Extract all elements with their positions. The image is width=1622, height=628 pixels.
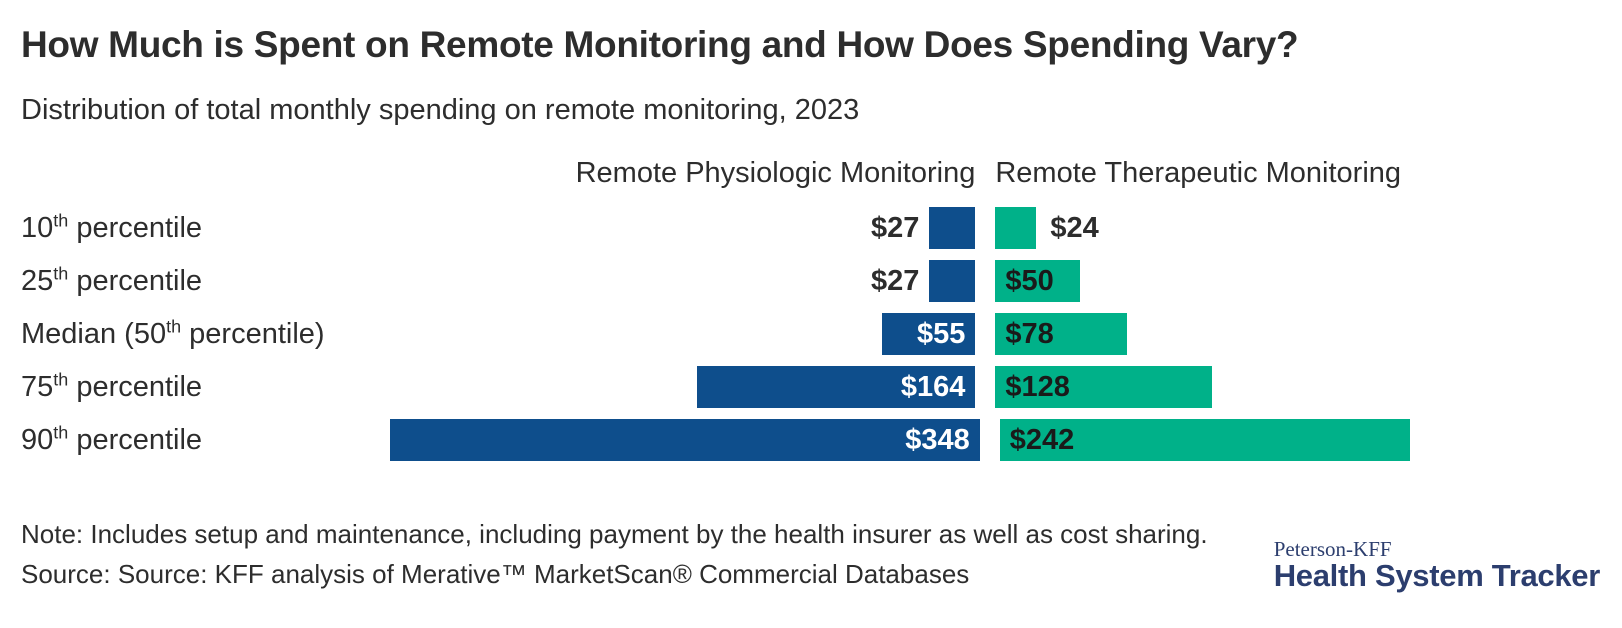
rtm-bar-zone: $50 — [995, 260, 1600, 302]
chart-row: 75th percentile $164 $128 — [21, 366, 1600, 408]
rpm-bar-zone: $27 — [392, 207, 976, 249]
rtm-bar-zone: $242 — [999, 419, 1600, 461]
rtm-bar: $50 — [995, 260, 1081, 302]
chart-row: 10th percentile $27 $24 — [21, 207, 1600, 249]
chart-row: 90th percentile $348 $242 — [21, 419, 1600, 461]
diverging-bar-chart: Remote Physiologic Monitoring Remote The… — [21, 156, 1600, 461]
row-label: 90th percentile — [21, 421, 203, 456]
chart-row: Median (50th percentile) $55 $78 — [21, 313, 1600, 355]
chart-rows: 10th percentile $27 $24 25th percentile $27 $… — [21, 207, 1600, 461]
rtm-value-label: $24 — [1050, 211, 1099, 244]
rpm-bar-zone: $164 — [392, 366, 976, 408]
series-header-row: Remote Physiologic Monitoring Remote The… — [21, 156, 1600, 191]
chart-row: 25th percentile $27 $50 — [21, 260, 1600, 302]
rtm-bar: $242 — [999, 419, 1410, 461]
rtm-bar-zone: $78 — [995, 313, 1600, 355]
label-column-spacer — [21, 156, 392, 191]
rpm-bar: $55 — [882, 313, 976, 355]
rtm-bar-zone: $24 — [995, 207, 1600, 249]
logo-health-system-tracker-text: Health System Tracker — [1273, 558, 1601, 593]
row-label: 10th percentile — [21, 209, 203, 244]
chart-source: Source: Source: KFF analysis of Merative… — [21, 559, 970, 589]
rtm-bar-zone: $128 — [995, 366, 1600, 408]
chart-note: Note: Includes setup and maintenance, in… — [21, 519, 1208, 549]
logo-peterson-kff-text: Peterson-KFF — [1273, 537, 1392, 561]
row-label: Median (50th percentile) — [21, 315, 325, 350]
rtm-bar — [995, 207, 1037, 249]
page-title: How Much is Spent on Remote Monitoring a… — [21, 24, 1299, 65]
rtm-column-header: Remote Therapeutic Monitoring — [995, 157, 1402, 189]
rpm-column-header: Remote Physiologic Monitoring — [575, 157, 976, 189]
rpm-bar — [929, 260, 976, 302]
peterson-kff-logo: Peterson-KFF Health System Tracker — [1273, 537, 1601, 594]
row-label: 25th percentile — [21, 262, 203, 297]
rpm-bar — [929, 207, 976, 249]
rpm-bar: $164 — [697, 366, 976, 408]
rtm-bar: $128 — [995, 366, 1213, 408]
rpm-bar-zone: $27 — [392, 260, 976, 302]
chart-footer: Note: Includes setup and maintenance, in… — [21, 514, 1600, 594]
rpm-bar-zone: $55 — [392, 313, 976, 355]
chart-subtitle: Distribution of total monthly spending o… — [21, 94, 860, 126]
row-label: 75th percentile — [21, 368, 203, 403]
rpm-bar: $348 — [389, 419, 980, 461]
rpm-value-label: $27 — [870, 211, 920, 244]
rpm-bar-zone: $348 — [389, 419, 980, 461]
rpm-value-label: $27 — [870, 264, 920, 297]
rtm-bar: $78 — [995, 313, 1128, 355]
chart-notes: Note: Includes setup and maintenance, in… — [21, 514, 1208, 594]
